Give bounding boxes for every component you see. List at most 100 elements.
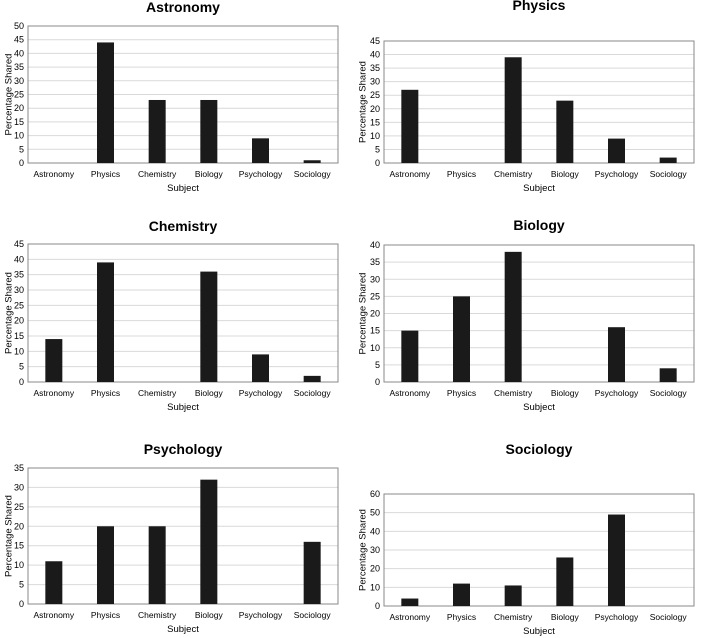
y-tick-label: 40 <box>14 254 24 264</box>
y-tick-label: 15 <box>370 326 380 336</box>
y-tick-label: 25 <box>370 291 380 301</box>
x-tick-label: Psychology <box>239 388 283 398</box>
y-tick-label: 5 <box>19 580 24 590</box>
x-tick-label: Biology <box>195 388 224 398</box>
x-tick-label: Astronomy <box>34 388 75 398</box>
y-tick-label: 0 <box>375 158 380 168</box>
bar-psychology <box>608 138 625 163</box>
x-tick-label: Chemistry <box>494 388 533 398</box>
x-tick-label: Astronomy <box>390 169 431 179</box>
bar-sociology <box>659 157 677 163</box>
chart-title: Physics <box>513 0 566 13</box>
y-tick-label: 20 <box>370 309 380 319</box>
x-axis-label: Subject <box>523 183 555 194</box>
chart-title: Astronomy <box>146 0 220 15</box>
bar-biology <box>200 271 218 382</box>
bar-biology <box>556 100 574 163</box>
bar-chemistry <box>148 526 166 604</box>
chart-physics: Physics 0 5 10 15 20 25 30 35 40 45 Astronomy Physic… <box>358 0 695 194</box>
x-tick-label: Sociology <box>650 388 688 398</box>
y-tick-label: 0 <box>375 377 380 387</box>
y-tick-label: 35 <box>370 257 380 267</box>
y-tick-label: 10 <box>14 131 24 141</box>
bar-biology <box>556 557 574 606</box>
x-tick-label: Psychology <box>595 169 639 179</box>
y-tick-label: 0 <box>19 599 24 609</box>
y-tick-label: 35 <box>14 62 24 72</box>
x-tick-label: Psychology <box>595 612 639 622</box>
y-tick-label: 45 <box>370 36 380 46</box>
y-tick-label: 5 <box>375 360 380 370</box>
x-tick-label: Psychology <box>239 169 283 179</box>
x-axis-label: Subject <box>167 402 199 413</box>
x-tick-label: Biology <box>551 169 580 179</box>
x-tick-label: Physics <box>91 388 120 398</box>
chart-title: Biology <box>513 217 565 233</box>
y-tick-label: 40 <box>370 50 380 60</box>
y-tick-label: 25 <box>370 90 380 100</box>
chart-title: Chemistry <box>149 218 218 234</box>
y-tick-label: 30 <box>14 76 24 86</box>
y-tick-label: 30 <box>370 77 380 87</box>
y-tick-label: 10 <box>370 582 380 592</box>
y-tick-label: 10 <box>14 560 24 570</box>
x-tick-label: Physics <box>91 169 120 179</box>
x-tick-label: Chemistry <box>138 388 177 398</box>
x-tick-label: Astronomy <box>390 388 431 398</box>
x-tick-label: Physics <box>447 388 476 398</box>
chart-astronomy: Astronomy 0 5 10 15 20 25 30 35 40 45 50 Astronomy Ph… <box>4 0 339 194</box>
y-axis-label: Percentage Shared <box>4 272 15 354</box>
y-tick-label: 40 <box>370 240 380 250</box>
y-tick-label: 50 <box>370 508 380 518</box>
chart-psychology: Psychology 0 5 10 15 20 25 30 35 Astronomy Physics… <box>4 441 339 635</box>
y-tick-label: 35 <box>370 63 380 73</box>
chart-title: Psychology <box>144 441 223 457</box>
bar-sociology <box>659 368 677 382</box>
bar-astronomy <box>401 598 419 606</box>
x-axis-label: Subject <box>167 624 199 635</box>
x-tick-label: Sociology <box>294 610 332 620</box>
y-tick-label: 15 <box>14 541 24 551</box>
x-tick-label: Chemistry <box>138 169 177 179</box>
x-axis-label: Subject <box>523 402 555 413</box>
bar-psychology <box>608 327 625 382</box>
x-tick-label: Biology <box>551 388 580 398</box>
bar-biology <box>200 479 218 604</box>
bar-sociology <box>303 160 321 163</box>
bar-sociology <box>303 375 321 382</box>
x-tick-label: Sociology <box>294 169 332 179</box>
x-tick-label: Physics <box>447 169 476 179</box>
y-tick-label: 30 <box>370 545 380 555</box>
plot-area-border <box>383 493 695 607</box>
x-tick-label: Sociology <box>650 612 688 622</box>
x-tick-label: Biology <box>195 169 224 179</box>
bar-biology <box>200 99 218 163</box>
plot-area-border <box>27 243 339 383</box>
y-tick-label: 40 <box>14 48 24 58</box>
x-tick-label: Astronomy <box>390 612 431 622</box>
y-tick-label: 25 <box>14 90 24 100</box>
bar-physics <box>97 526 114 604</box>
y-tick-label: 45 <box>14 35 24 45</box>
x-tick-label: Biology <box>551 612 580 622</box>
chart-sociology: Sociology 0 10 20 30 40 50 60 Astronomy Physics Ch… <box>358 441 695 637</box>
x-tick-label: Chemistry <box>494 612 533 622</box>
bar-astronomy <box>401 330 419 382</box>
bar-astronomy <box>45 339 63 382</box>
y-tick-label: 45 <box>14 239 24 249</box>
y-tick-label: 25 <box>14 300 24 310</box>
y-tick-label: 40 <box>370 526 380 536</box>
y-tick-label: 20 <box>14 103 24 113</box>
y-axis-label: Percentage Shared <box>358 61 369 143</box>
plot-area-border <box>383 40 695 164</box>
bar-astronomy <box>45 561 63 604</box>
y-axis-label: Percentage Shared <box>4 495 15 577</box>
x-tick-label: Chemistry <box>494 169 533 179</box>
x-tick-label: Biology <box>195 610 224 620</box>
y-tick-label: 20 <box>370 564 380 574</box>
y-tick-label: 30 <box>14 285 24 295</box>
y-tick-label: 30 <box>14 482 24 492</box>
x-axis-label: Subject <box>167 183 199 194</box>
bar-psychology <box>252 354 269 382</box>
y-axis-label: Percentage Shared <box>358 273 369 355</box>
